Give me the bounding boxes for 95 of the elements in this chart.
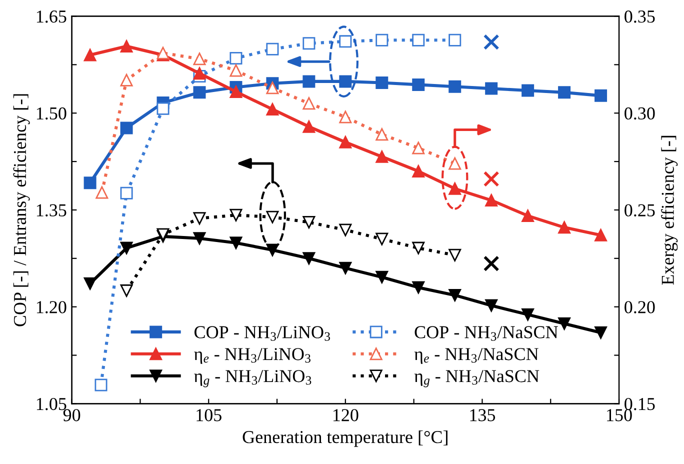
point (485, 82, 498, 95)
point (412, 281, 425, 294)
point (302, 97, 316, 110)
x-axis-title: Generation temperature [°C] (242, 430, 448, 447)
point (302, 252, 316, 265)
y-tick-label: 1.35 (36, 204, 66, 216)
point (412, 242, 425, 254)
point (558, 86, 571, 99)
point (448, 182, 462, 195)
y2-tick-label: 0.35 (624, 10, 655, 23)
point (558, 317, 571, 330)
legend-label: η$_{g}$ - NH$_{3}$/LiNO$_{3}$ (194, 370, 312, 388)
point (412, 34, 425, 46)
y2-tick-label: 0.15 (624, 398, 655, 410)
point (266, 42, 279, 56)
point (594, 228, 608, 242)
point (448, 34, 462, 46)
y2-tick-label: 0.30 (624, 107, 655, 120)
x-tick-label: 135 (470, 409, 496, 422)
point (412, 164, 425, 178)
point (522, 210, 534, 222)
x-tick-label: 120 (333, 409, 358, 422)
point (266, 102, 279, 116)
point (193, 212, 206, 225)
point (376, 34, 388, 46)
point (483, 170, 500, 187)
y-axis-title: COP [-] / Entransy efficiency [-] (13, 94, 30, 326)
point (594, 89, 608, 102)
point (230, 236, 242, 250)
point (120, 40, 133, 53)
point (94, 378, 108, 392)
y-tick-label: 1.05 (36, 398, 66, 410)
y2-axis-title: Exergy efficiency [-] (661, 136, 678, 285)
point (522, 84, 534, 97)
point (193, 232, 206, 245)
point (230, 52, 242, 64)
point (339, 136, 352, 148)
point (96, 186, 108, 199)
legend-label: η$_{e}$ - NH$_{3}$/LiNO$_{3}$ (194, 348, 310, 364)
x-tick-label: 105 (196, 409, 222, 422)
point (339, 35, 352, 48)
point (448, 80, 462, 93)
point (266, 210, 279, 224)
point (193, 86, 206, 99)
point (339, 224, 352, 236)
point (485, 299, 498, 312)
point (594, 326, 608, 339)
y2-tick-label: 0.20 (624, 301, 655, 314)
point (120, 186, 133, 200)
point (84, 277, 96, 290)
point (120, 122, 133, 134)
x-tick-label: 90 (63, 409, 80, 422)
point (156, 102, 170, 115)
point (412, 78, 425, 91)
point (302, 120, 316, 133)
point (302, 216, 316, 228)
point (483, 256, 500, 272)
point (339, 75, 352, 88)
point (376, 128, 388, 141)
legend-label: COP - NH$_{3}$/NaSCN (414, 326, 558, 341)
point (376, 232, 388, 246)
point (230, 64, 242, 77)
point (448, 288, 462, 302)
point (193, 67, 206, 80)
point (120, 242, 133, 254)
point (84, 176, 96, 190)
point (448, 248, 462, 262)
point (483, 34, 500, 50)
point (193, 52, 206, 66)
point (339, 110, 352, 124)
point (376, 150, 388, 163)
y-tick-label: 1.20 (36, 301, 66, 314)
point (120, 74, 133, 86)
legend-label: η$_{e}$ - NH$_{3}$/NaSCN (414, 348, 538, 364)
point (230, 86, 242, 98)
point (558, 221, 571, 234)
point (448, 157, 462, 170)
point (266, 82, 279, 94)
y2-tick-label: 0.25 (624, 204, 655, 216)
point (84, 48, 96, 62)
y-tick-label: 1.50 (36, 107, 66, 120)
point (302, 75, 316, 88)
legend-label: COP - NH$_{3}$/LiNO$_{3}$ (194, 326, 330, 341)
point (230, 208, 242, 222)
point (302, 37, 316, 50)
point (485, 194, 498, 207)
point (376, 76, 388, 89)
point (376, 270, 388, 284)
legend-label: η$_{g}$ - NH$_{3}$/NaSCN (414, 370, 540, 388)
point (120, 284, 133, 297)
point (339, 262, 352, 274)
x-tick-label: 150 (607, 409, 632, 422)
point (412, 142, 425, 154)
y-tick-label: 1.65 (36, 10, 66, 23)
point (522, 308, 534, 321)
